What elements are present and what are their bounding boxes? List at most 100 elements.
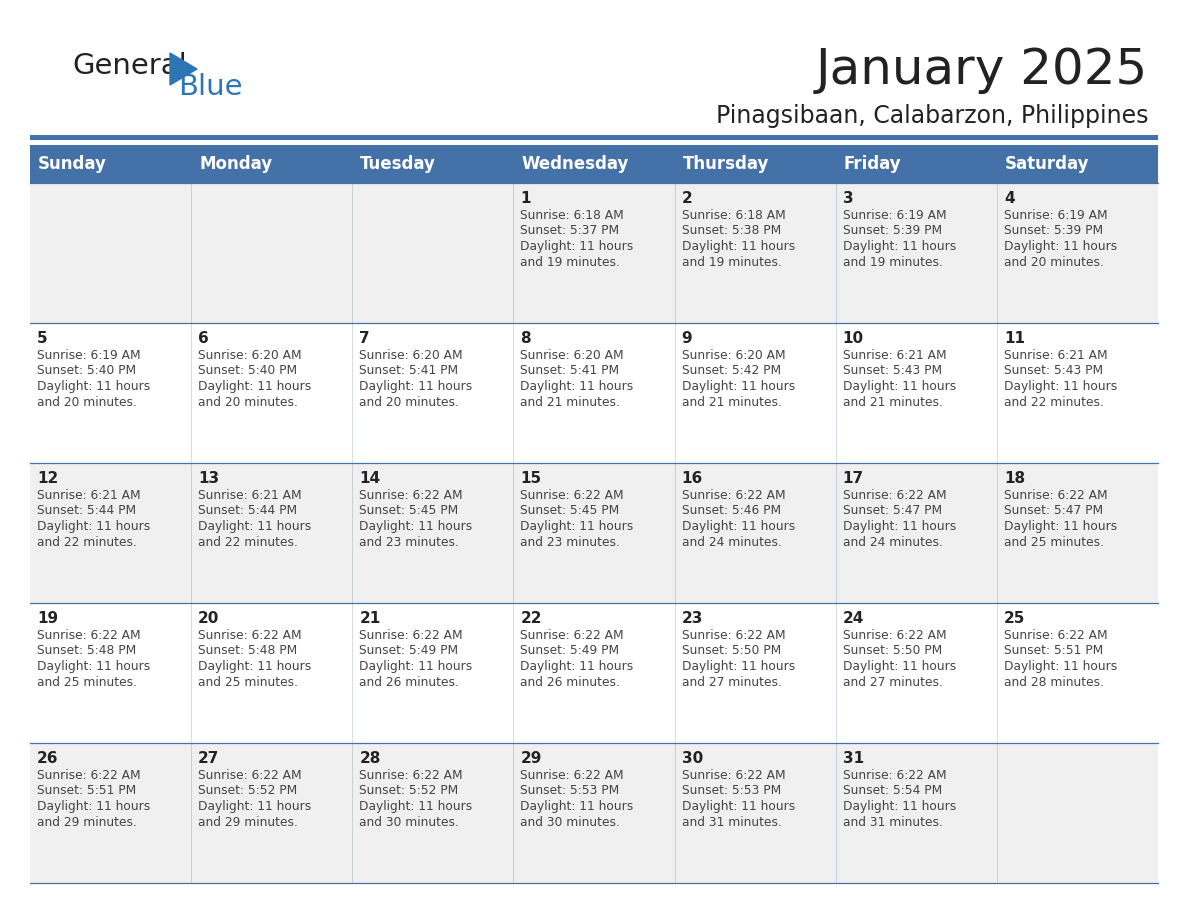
Text: and 24 minutes.: and 24 minutes.	[682, 535, 782, 548]
Text: and 24 minutes.: and 24 minutes.	[842, 535, 942, 548]
Text: and 29 minutes.: and 29 minutes.	[198, 815, 298, 829]
Text: Daylight: 11 hours: Daylight: 11 hours	[842, 520, 956, 533]
Text: Daylight: 11 hours: Daylight: 11 hours	[520, 520, 633, 533]
Text: and 28 minutes.: and 28 minutes.	[1004, 676, 1104, 688]
Text: Sunset: 5:48 PM: Sunset: 5:48 PM	[198, 644, 297, 657]
Text: 8: 8	[520, 331, 531, 346]
Text: and 22 minutes.: and 22 minutes.	[198, 535, 298, 548]
Text: Daylight: 11 hours: Daylight: 11 hours	[842, 380, 956, 393]
Text: 31: 31	[842, 751, 864, 766]
Text: Monday: Monday	[200, 155, 272, 173]
Text: Daylight: 11 hours: Daylight: 11 hours	[682, 800, 795, 813]
Text: 23: 23	[682, 611, 703, 626]
Text: Sunset: 5:44 PM: Sunset: 5:44 PM	[37, 505, 137, 518]
Text: Sunrise: 6:22 AM: Sunrise: 6:22 AM	[842, 769, 947, 782]
Text: Sunset: 5:53 PM: Sunset: 5:53 PM	[682, 785, 781, 798]
Text: Thursday: Thursday	[683, 155, 769, 173]
Text: Daylight: 11 hours: Daylight: 11 hours	[520, 800, 633, 813]
Text: 14: 14	[359, 471, 380, 486]
Text: Sunset: 5:51 PM: Sunset: 5:51 PM	[1004, 644, 1104, 657]
Text: Sunrise: 6:22 AM: Sunrise: 6:22 AM	[520, 769, 624, 782]
Text: Daylight: 11 hours: Daylight: 11 hours	[359, 380, 473, 393]
Text: and 20 minutes.: and 20 minutes.	[198, 396, 298, 409]
Text: 20: 20	[198, 611, 220, 626]
Text: Sunset: 5:52 PM: Sunset: 5:52 PM	[198, 785, 297, 798]
Bar	[30, 743, 1158, 883]
Text: Sunrise: 6:20 AM: Sunrise: 6:20 AM	[198, 349, 302, 362]
Text: 13: 13	[198, 471, 220, 486]
Text: 28: 28	[359, 751, 380, 766]
Text: Daylight: 11 hours: Daylight: 11 hours	[842, 660, 956, 673]
Text: Daylight: 11 hours: Daylight: 11 hours	[359, 520, 473, 533]
Text: and 20 minutes.: and 20 minutes.	[37, 396, 137, 409]
Text: Sunset: 5:48 PM: Sunset: 5:48 PM	[37, 644, 137, 657]
Text: 7: 7	[359, 331, 369, 346]
Text: and 19 minutes.: and 19 minutes.	[682, 255, 782, 268]
Text: Sunset: 5:44 PM: Sunset: 5:44 PM	[198, 505, 297, 518]
Text: 19: 19	[37, 611, 58, 626]
Bar	[30, 323, 1158, 463]
Bar	[30, 145, 1158, 183]
Text: Sunset: 5:46 PM: Sunset: 5:46 PM	[682, 505, 781, 518]
Text: Sunrise: 6:22 AM: Sunrise: 6:22 AM	[682, 489, 785, 502]
Text: Sunrise: 6:22 AM: Sunrise: 6:22 AM	[520, 489, 624, 502]
Text: Daylight: 11 hours: Daylight: 11 hours	[682, 240, 795, 253]
Text: Daylight: 11 hours: Daylight: 11 hours	[1004, 240, 1117, 253]
Text: and 22 minutes.: and 22 minutes.	[1004, 396, 1104, 409]
Text: 6: 6	[198, 331, 209, 346]
Text: Sunrise: 6:20 AM: Sunrise: 6:20 AM	[682, 349, 785, 362]
Text: Sunset: 5:54 PM: Sunset: 5:54 PM	[842, 785, 942, 798]
Bar	[30, 183, 1158, 323]
Text: 2: 2	[682, 191, 693, 206]
Polygon shape	[170, 53, 197, 85]
Text: Daylight: 11 hours: Daylight: 11 hours	[198, 380, 311, 393]
Text: Daylight: 11 hours: Daylight: 11 hours	[198, 800, 311, 813]
Text: Sunrise: 6:21 AM: Sunrise: 6:21 AM	[842, 349, 947, 362]
Text: Daylight: 11 hours: Daylight: 11 hours	[37, 660, 150, 673]
Text: Friday: Friday	[843, 155, 902, 173]
Text: Tuesday: Tuesday	[360, 155, 436, 173]
Text: Sunset: 5:39 PM: Sunset: 5:39 PM	[842, 225, 942, 238]
Bar	[30, 603, 1158, 743]
Text: Daylight: 11 hours: Daylight: 11 hours	[359, 660, 473, 673]
Text: and 25 minutes.: and 25 minutes.	[1004, 535, 1104, 548]
Text: 26: 26	[37, 751, 58, 766]
Text: 10: 10	[842, 331, 864, 346]
Text: Sunset: 5:47 PM: Sunset: 5:47 PM	[1004, 505, 1102, 518]
Text: and 22 minutes.: and 22 minutes.	[37, 535, 137, 548]
Text: Daylight: 11 hours: Daylight: 11 hours	[198, 660, 311, 673]
Text: Sunset: 5:51 PM: Sunset: 5:51 PM	[37, 785, 137, 798]
Text: Saturday: Saturday	[1005, 155, 1089, 173]
Text: 5: 5	[37, 331, 48, 346]
Text: and 23 minutes.: and 23 minutes.	[520, 535, 620, 548]
Text: Sunrise: 6:21 AM: Sunrise: 6:21 AM	[198, 489, 302, 502]
Text: 27: 27	[198, 751, 220, 766]
Text: Daylight: 11 hours: Daylight: 11 hours	[520, 240, 633, 253]
Text: and 20 minutes.: and 20 minutes.	[1004, 255, 1104, 268]
Text: Sunrise: 6:22 AM: Sunrise: 6:22 AM	[359, 629, 463, 642]
Text: Sunset: 5:45 PM: Sunset: 5:45 PM	[359, 505, 459, 518]
Text: and 30 minutes.: and 30 minutes.	[359, 815, 459, 829]
Text: Sunrise: 6:20 AM: Sunrise: 6:20 AM	[359, 349, 463, 362]
Text: Sunset: 5:50 PM: Sunset: 5:50 PM	[682, 644, 781, 657]
Text: Sunset: 5:40 PM: Sunset: 5:40 PM	[37, 364, 137, 377]
Bar	[30, 463, 1158, 603]
Text: Sunrise: 6:19 AM: Sunrise: 6:19 AM	[1004, 209, 1107, 222]
Text: and 27 minutes.: and 27 minutes.	[842, 676, 942, 688]
Text: Sunrise: 6:22 AM: Sunrise: 6:22 AM	[520, 629, 624, 642]
Text: Sunrise: 6:22 AM: Sunrise: 6:22 AM	[198, 769, 302, 782]
Text: Blue: Blue	[178, 73, 242, 101]
Text: 16: 16	[682, 471, 703, 486]
Text: 18: 18	[1004, 471, 1025, 486]
Text: and 26 minutes.: and 26 minutes.	[520, 676, 620, 688]
Text: Pinagsibaan, Calabarzon, Philippines: Pinagsibaan, Calabarzon, Philippines	[715, 104, 1148, 128]
Text: and 27 minutes.: and 27 minutes.	[682, 676, 782, 688]
Text: 17: 17	[842, 471, 864, 486]
Text: Sunrise: 6:22 AM: Sunrise: 6:22 AM	[37, 769, 140, 782]
Text: and 26 minutes.: and 26 minutes.	[359, 676, 459, 688]
Text: and 31 minutes.: and 31 minutes.	[682, 815, 782, 829]
Text: and 20 minutes.: and 20 minutes.	[359, 396, 459, 409]
Text: Daylight: 11 hours: Daylight: 11 hours	[37, 380, 150, 393]
Text: Daylight: 11 hours: Daylight: 11 hours	[198, 520, 311, 533]
Text: Sunrise: 6:21 AM: Sunrise: 6:21 AM	[1004, 349, 1107, 362]
